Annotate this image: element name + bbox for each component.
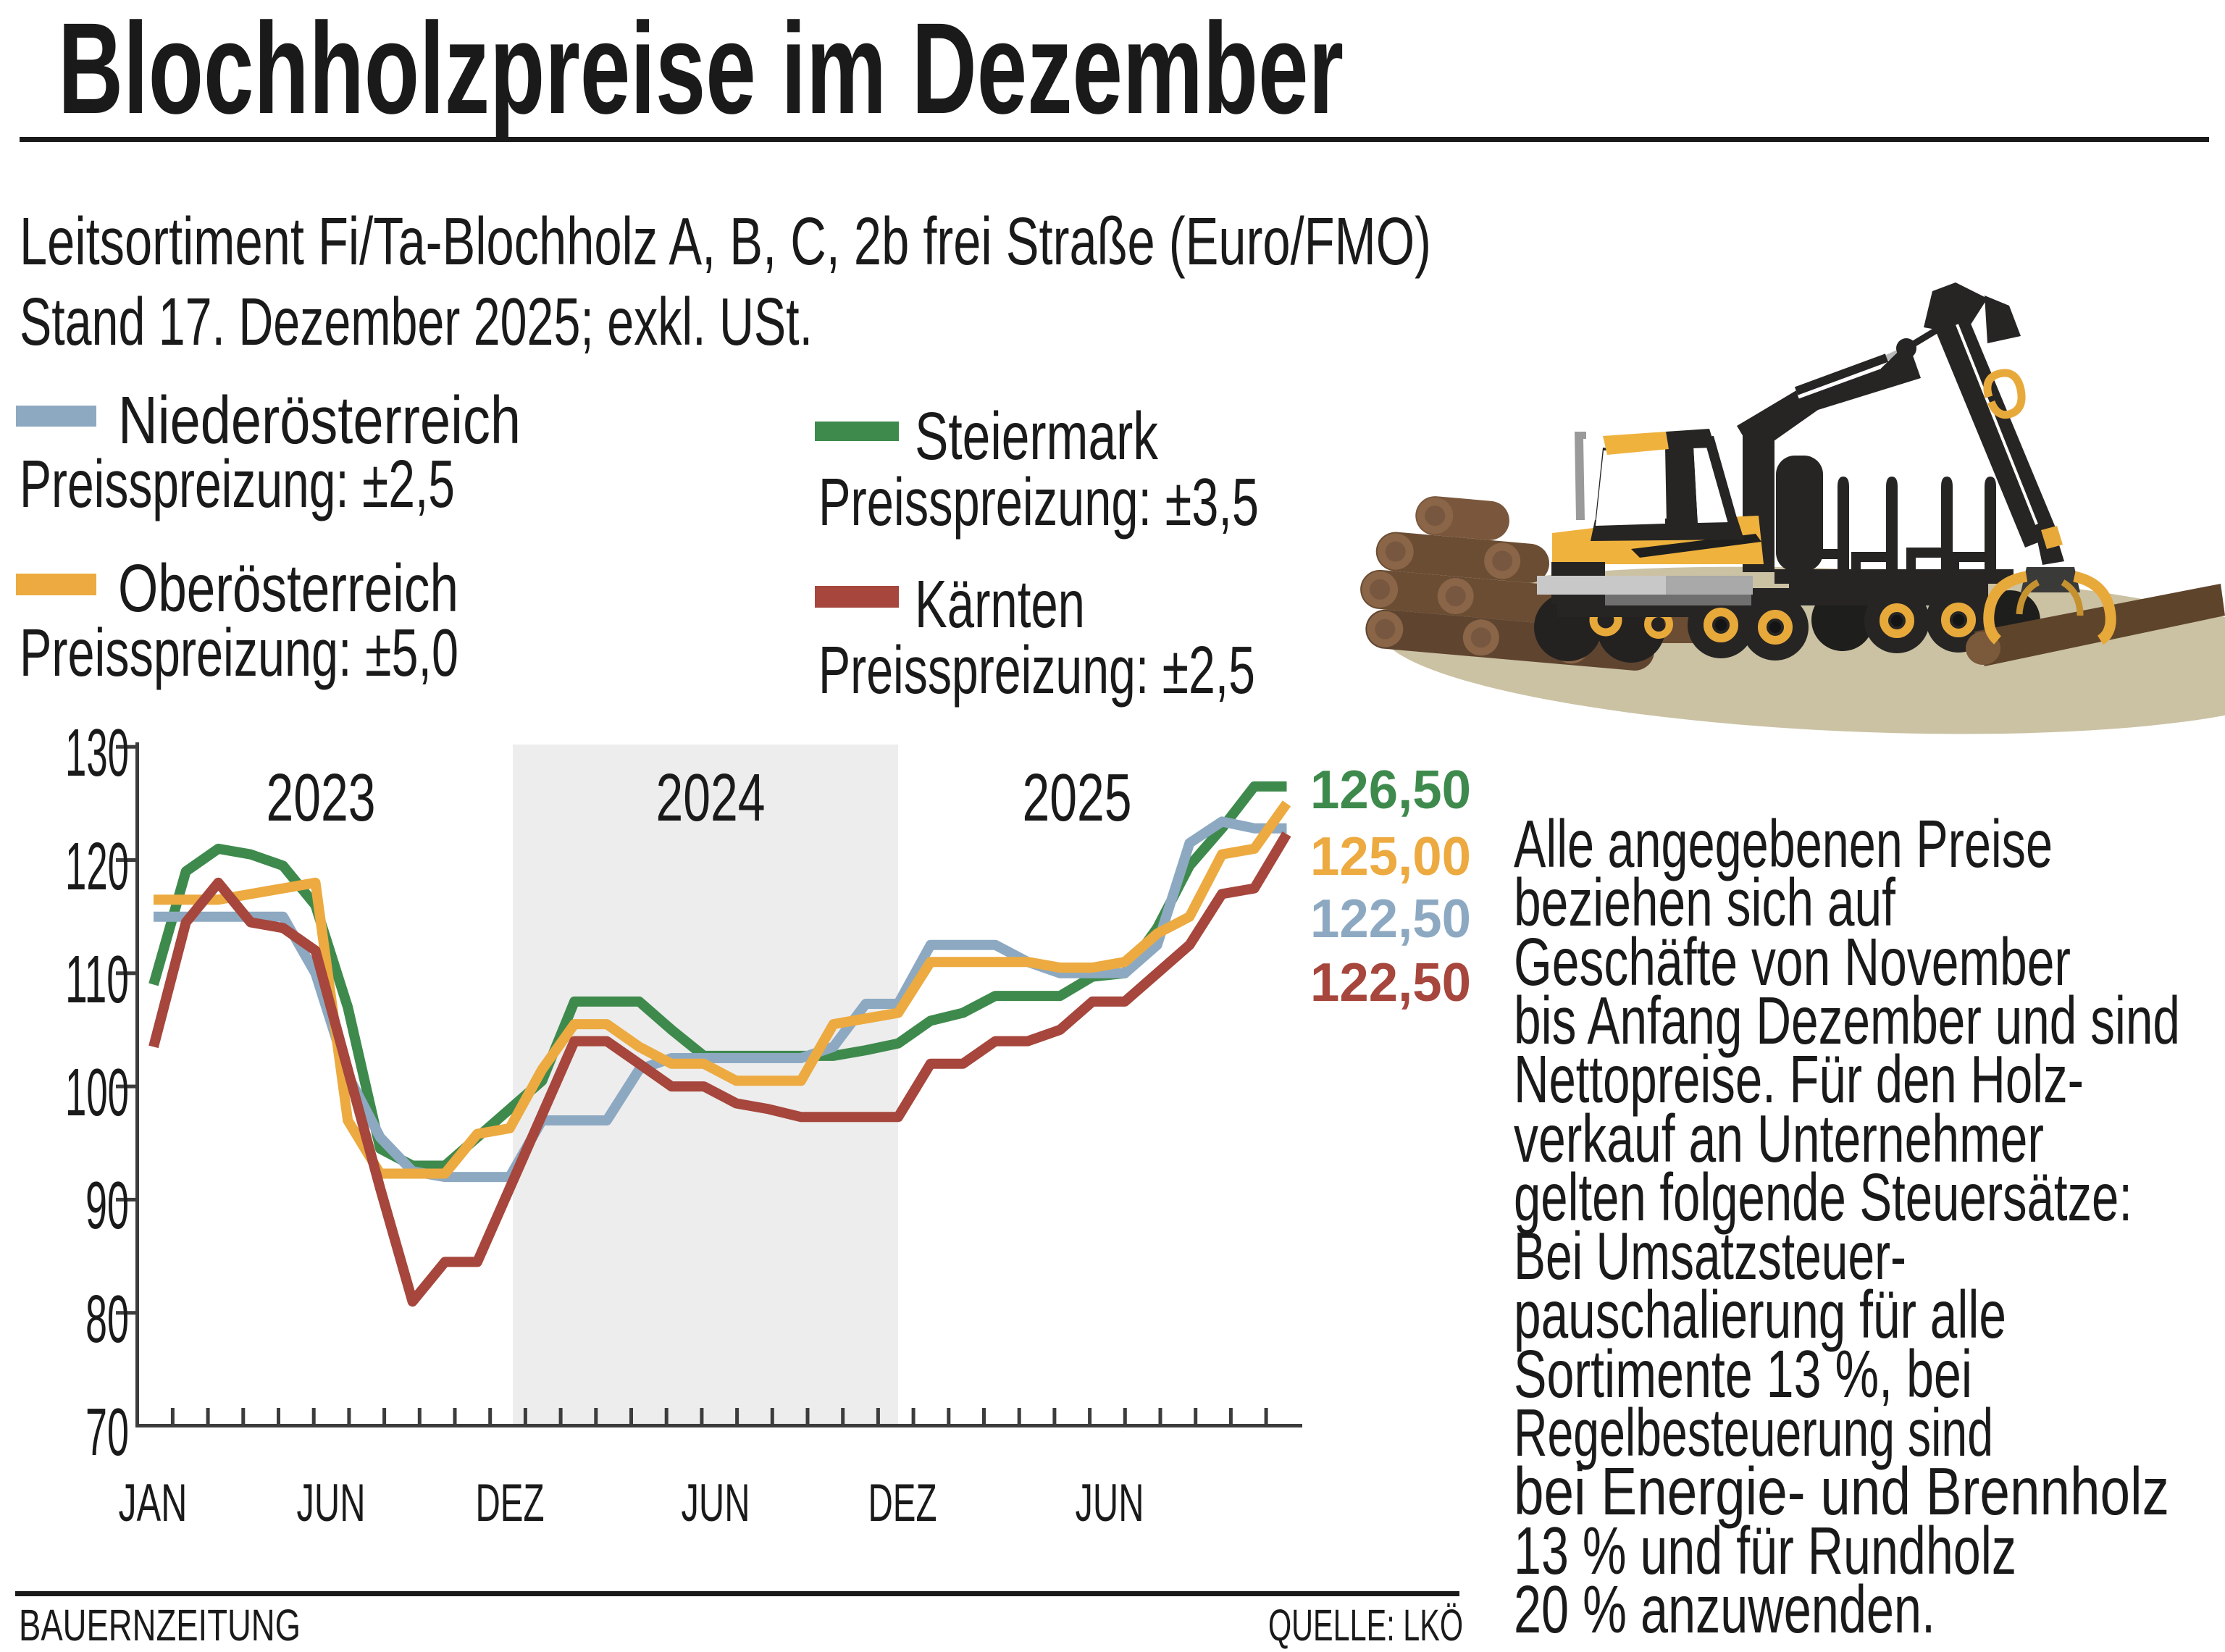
svg-text:122,50: 122,50	[1310, 888, 1471, 949]
svg-text:Blochholzpreise im Dezember: Blochholzpreise im Dezember	[58, 0, 1344, 141]
svg-text:126,50: 126,50	[1310, 759, 1471, 820]
svg-text:gelten folgende Steuersätze:: gelten folgende Steuersätze:	[1514, 1160, 2132, 1235]
svg-text:2023: 2023	[267, 760, 376, 835]
svg-text:100: 100	[65, 1054, 129, 1130]
svg-text:20 % anzuwenden.: 20 % anzuwenden.	[1514, 1572, 1935, 1647]
svg-text:Preisspreizung: ±3,5: Preisspreizung: ±3,5	[818, 464, 1259, 540]
svg-text:Preisspreizung: ±2,5: Preisspreizung: ±2,5	[20, 446, 455, 521]
svg-text:Steiermark: Steiermark	[915, 398, 1158, 474]
svg-text:120: 120	[65, 829, 129, 904]
svg-text:2025: 2025	[1023, 760, 1132, 835]
svg-text:JUN: JUN	[682, 1474, 750, 1532]
svg-text:110: 110	[65, 942, 129, 1017]
svg-text:BAUERNZEITUNG: BAUERNZEITUNG	[19, 1601, 301, 1650]
svg-text:122,50: 122,50	[1310, 952, 1471, 1012]
svg-text:JUN: JUN	[1076, 1474, 1144, 1532]
svg-text:verkauf an Unternehmer: verkauf an Unternehmer	[1514, 1101, 2044, 1176]
svg-text:Bei Umsatzsteuer-: Bei Umsatzsteuer-	[1514, 1218, 1906, 1293]
svg-text:Alle angegebenen Preise: Alle angegebenen Preise	[1514, 806, 2053, 881]
svg-text:13 % und für Rundholz: 13 % und für Rundholz	[1514, 1513, 2016, 1588]
svg-text:JAN: JAN	[119, 1474, 188, 1532]
svg-text:bei Energie- und Brennholz: bei Energie- und Brennholz	[1514, 1454, 2169, 1529]
svg-text:80: 80	[85, 1281, 129, 1357]
svg-text:2024: 2024	[656, 760, 766, 835]
svg-text:Stand 17. Dezember 2025; exkl.: Stand 17. Dezember 2025; exkl. USt.	[20, 284, 813, 359]
svg-text:90: 90	[85, 1167, 129, 1243]
svg-text:DEZ: DEZ	[476, 1474, 545, 1532]
svg-text:130: 130	[65, 715, 129, 790]
svg-text:Kärnten: Kärnten	[915, 566, 1085, 642]
svg-text:Geschäfte von November: Geschäfte von November	[1514, 924, 2071, 999]
svg-text:Preisspreizung: ±2,5: Preisspreizung: ±2,5	[818, 632, 1255, 708]
svg-text:bis Anfang Dezember und sind: bis Anfang Dezember und sind	[1514, 983, 2180, 1058]
svg-text:JUN: JUN	[297, 1474, 366, 1532]
svg-text:70: 70	[85, 1394, 129, 1469]
svg-text:Preisspreizung: ±5,0: Preisspreizung: ±5,0	[20, 615, 458, 690]
svg-text:pauschalierung für alle: pauschalierung für alle	[1514, 1277, 2006, 1352]
svg-text:Oberösterreich: Oberösterreich	[118, 550, 458, 626]
svg-text:125,00: 125,00	[1310, 826, 1471, 886]
svg-text:Leitsortiment Fi/Ta-Blochholz: Leitsortiment Fi/Ta-Blochholz A, B, C, 2…	[20, 204, 1431, 279]
svg-text:QUELLE: LKÖ: QUELLE: LKÖ	[1268, 1601, 1463, 1650]
svg-text:Niederösterreich: Niederösterreich	[118, 382, 521, 458]
svg-text:Nettopreise. Für den Holz-: Nettopreise. Für den Holz-	[1514, 1041, 2084, 1117]
svg-text:DEZ: DEZ	[868, 1474, 937, 1532]
svg-text:beziehen sich auf: beziehen sich auf	[1514, 865, 1895, 940]
svg-text:Regelbesteuerung sind: Regelbesteuerung sind	[1514, 1395, 1993, 1470]
svg-text:Sortimente 13 %, bei: Sortimente 13 %, bei	[1514, 1336, 1972, 1412]
